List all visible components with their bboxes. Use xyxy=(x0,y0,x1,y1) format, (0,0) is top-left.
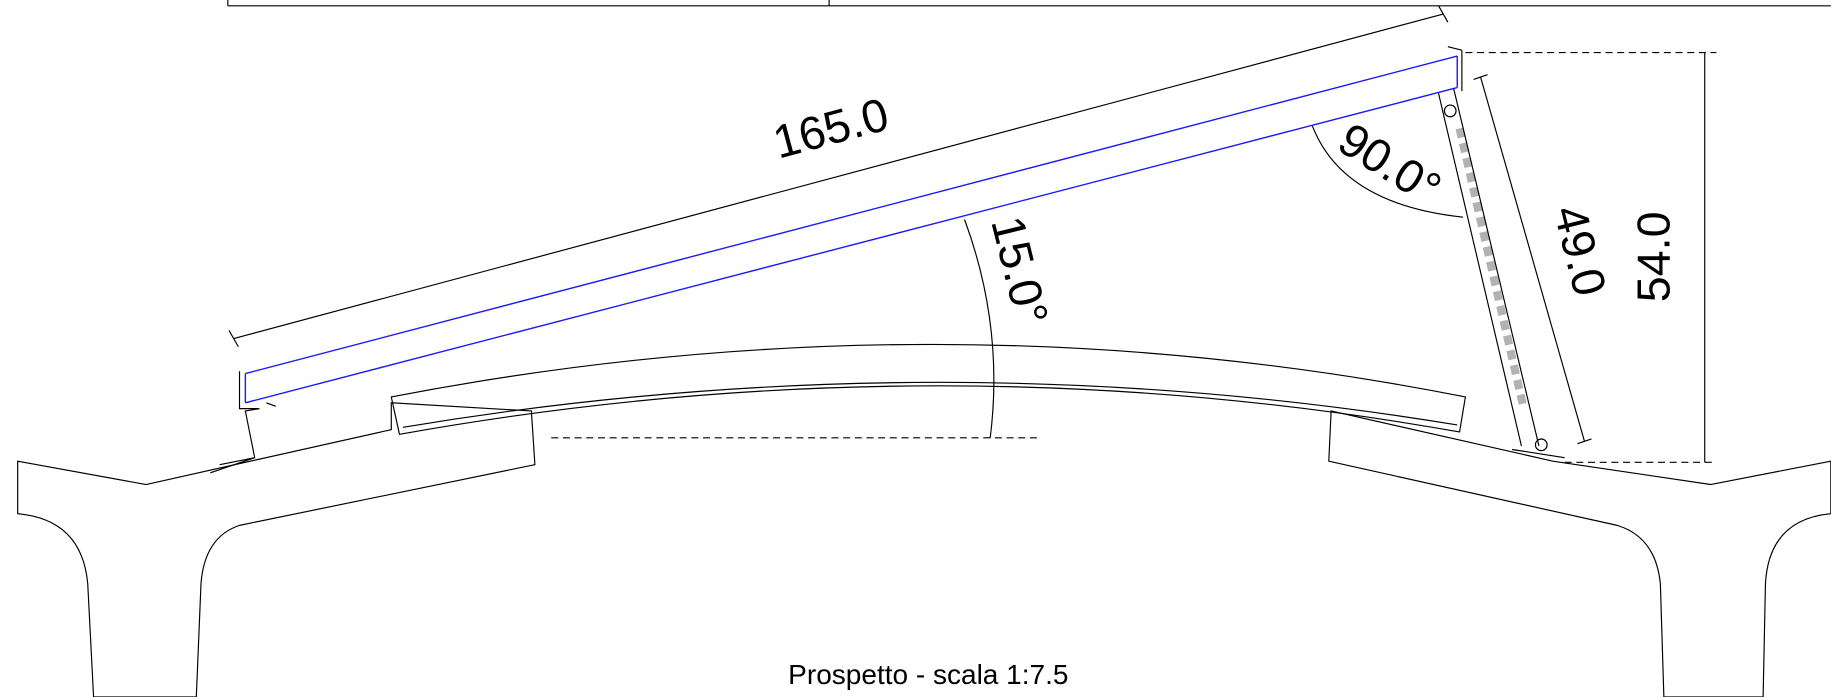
strut-dimension: 49.0 xyxy=(1544,200,1616,301)
height-dimension: 54.0 xyxy=(1628,211,1680,302)
length-dimension: 165.0 xyxy=(768,88,894,168)
front-support xyxy=(210,402,276,474)
caption: Prospetto - scala 1:7.5 xyxy=(788,659,1068,690)
rear-strut xyxy=(1437,88,1565,459)
dimension-lines xyxy=(228,5,1717,463)
title-block xyxy=(227,0,1831,7)
roof-profile xyxy=(17,402,1831,697)
angle-dimension: 15.0° xyxy=(981,211,1058,330)
curved-sheet xyxy=(390,343,1467,435)
panel xyxy=(238,46,1463,410)
